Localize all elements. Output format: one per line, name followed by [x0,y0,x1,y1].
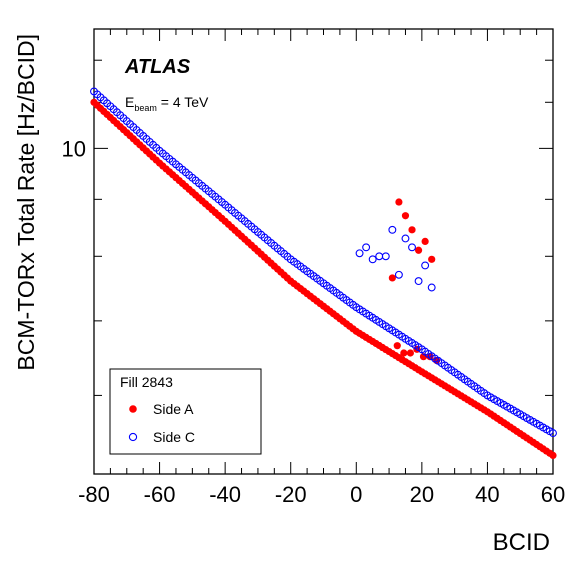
data-point-side-a [393,342,401,350]
peak-point-side-a [401,212,410,220]
legend-marker-side-c [128,432,138,442]
legend-marker-side-a [129,405,137,413]
axes: -80 -60 -40 -20 0 20 40 60 10 [62,29,565,507]
x-tick-label: 20 [410,482,434,507]
x-tick-label: -40 [209,482,241,507]
legend-title: Fill 2843 [120,374,173,390]
x-tick-label: 40 [475,482,499,507]
data-point-side-a [406,349,414,357]
series-layer [90,87,557,459]
y-axis-label: BCM-TORx Total Rate [Hz/BCID] [13,34,39,371]
legend: Fill 2843 Side A Side C [109,368,262,455]
peak-point-side-a [414,246,423,254]
x-tick-label: -80 [78,482,110,507]
peak-point-side-a [388,274,396,282]
peak-point-side-c [408,243,416,252]
peak-point-side-c [355,249,364,258]
peak-point-side-c [368,255,377,264]
x-tick-label: 0 [350,482,362,507]
peak-point-side-c [421,261,430,270]
peak-point-side-c [388,225,397,234]
peak-point-side-c [414,277,423,286]
x-tick-label: 60 [541,482,565,507]
experiment-label: ATLAS [124,56,191,78]
x-tick-label: -60 [144,482,176,507]
beam-energy-label: Ebeam = 4 TeV [125,94,209,113]
peak-point-side-c [427,283,436,292]
peak-point-side-a [428,255,436,263]
data-point-side-a [549,451,557,459]
peak-point-side-a [408,226,416,234]
x-tick-label: -20 [275,482,307,507]
data-point-side-c [549,429,557,438]
y-tick-label: 10 [62,136,86,161]
legend-label-side-a: Side A [153,401,194,417]
peak-point-side-c [401,234,410,243]
peak-point-side-c [362,243,371,252]
peak-point-side-c [394,270,403,279]
peak-point-side-c [375,252,384,261]
peak-point-side-c [381,252,390,261]
peak-point-side-a [421,237,429,246]
x-axis-label: BCID [493,529,550,556]
legend-label-side-c: Side C [153,429,195,445]
peak-point-side-a [395,198,403,206]
data-point-side-a [400,349,408,357]
